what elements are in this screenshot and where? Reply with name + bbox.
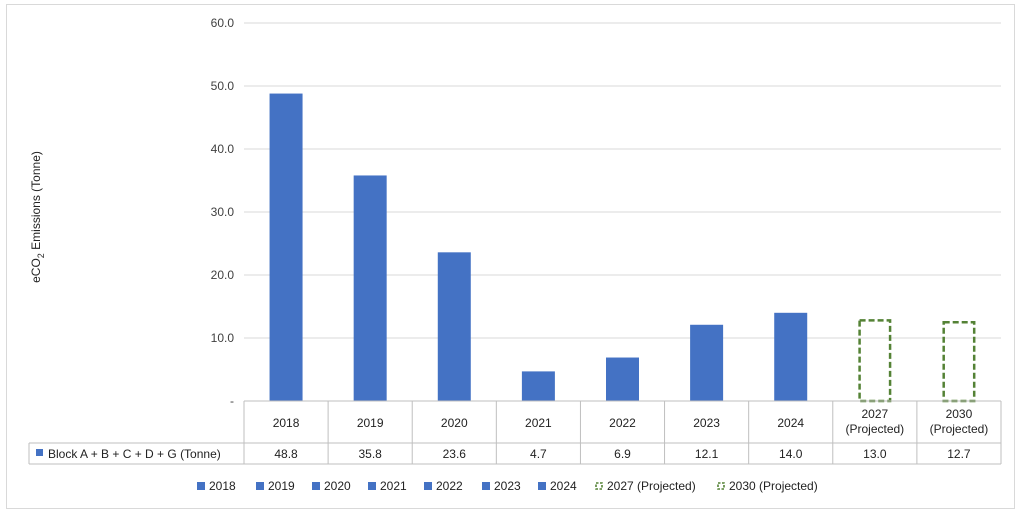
y-axis-label-subscript: 2 — [36, 253, 46, 258]
x-category-sublabel: (Projected) — [845, 422, 904, 436]
legend-swatch — [312, 482, 320, 490]
legend-label: 2023 — [494, 479, 521, 493]
x-category-label: 2020 — [441, 416, 468, 430]
series-name: Block A + B + C + D + G (Tonne) — [48, 447, 221, 461]
data-label: 4.7 — [530, 447, 547, 461]
legend-label: 2018 — [209, 479, 236, 493]
y-tick-label: 40.0 — [211, 142, 235, 156]
data-label: 13.0 — [863, 447, 887, 461]
y-axis-label-suffix: Emissions (Tonne) — [29, 151, 43, 253]
x-category-label: 2022 — [609, 416, 636, 430]
bar — [774, 312, 808, 401]
legend-swatch — [538, 482, 546, 490]
legend-label: 2020 — [324, 479, 351, 493]
bar — [690, 324, 724, 401]
legend-swatch — [482, 482, 490, 490]
data-label: 6.9 — [614, 447, 631, 461]
y-tick-label: 50.0 — [211, 79, 235, 93]
series-key-swatch — [36, 449, 43, 456]
legend-swatch — [197, 482, 205, 490]
y-tick-label: 10.0 — [211, 331, 235, 345]
data-label: 12.7 — [947, 447, 971, 461]
legend-label: 2022 — [436, 479, 463, 493]
bar — [353, 175, 387, 401]
chart-frame: - 10.0 20.0 30.0 40.0 50.0 60.0 eCO2 Emissions… — [6, 4, 1015, 509]
y-tick-label: 20.0 — [211, 268, 235, 282]
legend-label: 2030 (Projected) — [729, 479, 818, 493]
bar-projected — [942, 320, 976, 403]
y-tick-label: - — [230, 394, 234, 408]
legend-swatch — [256, 482, 264, 490]
data-table: 2018 48.8 2019 35.8 2020 23.6 2021 4.7 2022 6.9 20… — [28, 400, 1002, 465]
x-category-label: 2024 — [777, 416, 804, 430]
y-axis-ticks: - 10.0 20.0 30.0 40.0 50.0 60.0 — [211, 16, 235, 408]
y-axis-label: eCO2 Emissions (Tonne) — [29, 151, 46, 283]
x-category-label: 2021 — [525, 416, 552, 430]
x-category-label: 2019 — [357, 416, 384, 430]
data-label: 12.1 — [695, 447, 719, 461]
bar — [521, 371, 555, 401]
data-label: 35.8 — [358, 447, 382, 461]
bar — [437, 252, 471, 401]
x-category-label: 2018 — [273, 416, 300, 430]
legend: 2018 2019 2020 2021 2022 2023 2024 2027 (Projec… — [197, 479, 818, 493]
legend-label: 2021 — [380, 479, 407, 493]
bar — [606, 357, 639, 401]
legend-label: 2024 — [550, 479, 577, 493]
x-category-label: 2027 — [861, 407, 888, 421]
bar-projected — [858, 319, 892, 403]
data-label: 14.0 — [779, 447, 803, 461]
x-category-label: 2030 — [946, 407, 973, 421]
legend-label: 2027 (Projected) — [607, 479, 696, 493]
legend-label: 2019 — [268, 479, 295, 493]
legend-swatch-projected — [717, 482, 725, 490]
x-category-sublabel: (Projected) — [930, 422, 989, 436]
data-label: 23.6 — [443, 447, 467, 461]
legend-swatch — [424, 482, 432, 490]
legend-swatch — [368, 482, 376, 490]
emissions-chart: - 10.0 20.0 30.0 40.0 50.0 60.0 eCO2 Emissions… — [28, 16, 1002, 493]
bar — [269, 93, 303, 401]
data-label: 48.8 — [274, 447, 298, 461]
y-tick-label: 30.0 — [211, 205, 235, 219]
y-tick-label: 60.0 — [211, 16, 235, 30]
x-category-label: 2023 — [693, 416, 720, 430]
bars — [269, 93, 976, 403]
y-axis-label-prefix: eCO — [29, 258, 43, 283]
legend-swatch-projected — [595, 482, 603, 490]
